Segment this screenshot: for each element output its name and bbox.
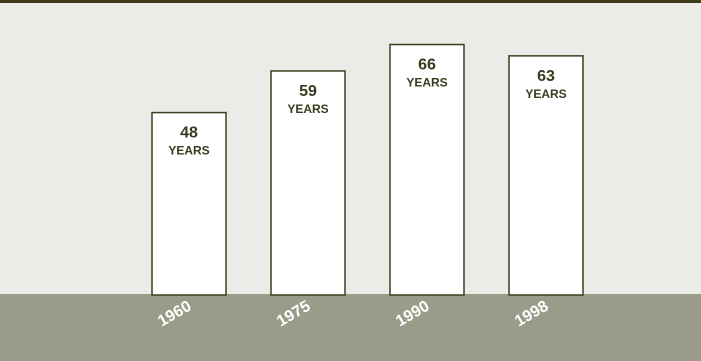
x-tick-label: 1975 — [274, 298, 313, 331]
bar-unit-label: YEARS — [406, 76, 447, 90]
x-tick-label: 1998 — [512, 298, 551, 331]
bar-value-label: 59 — [299, 83, 317, 100]
bar — [270, 70, 346, 296]
x-tick-label: 1990 — [393, 298, 432, 331]
bar-unit-label: YEARS — [168, 144, 209, 158]
bar-group: 48 YEARS 1960 — [151, 111, 227, 331]
bar-unit-label: YEARS — [525, 87, 566, 101]
bar-group: 63 YEARS 1998 — [508, 55, 584, 331]
top-rule — [0, 0, 701, 3]
bar-value-label: 63 — [537, 68, 555, 85]
bar — [508, 55, 584, 296]
ground-band — [0, 294, 701, 361]
bar — [389, 43, 465, 296]
bar — [151, 111, 227, 296]
bar-group: 59 YEARS 1975 — [270, 70, 346, 331]
bar-value-label: 48 — [180, 125, 198, 142]
x-tick-label: 1960 — [155, 298, 194, 331]
bar-value-label: 66 — [418, 57, 436, 74]
bar-unit-label: YEARS — [287, 102, 328, 116]
bar-group: 66 YEARS 1990 — [389, 43, 465, 331]
